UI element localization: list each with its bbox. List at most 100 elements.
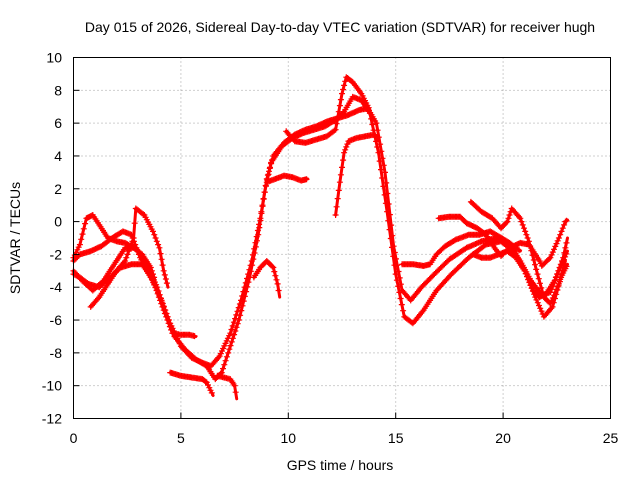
data-point <box>334 114 341 121</box>
x-tick-labels: 0 5 10 15 20 25 <box>70 412 619 446</box>
y-tick-labels: -12 -10 -8 -6 -4 -2 0 2 4 6 8 10 <box>42 50 80 427</box>
data-point <box>222 357 229 364</box>
data-point <box>235 317 242 323</box>
x-tick-label: 25 <box>603 430 619 446</box>
data-point <box>255 231 262 238</box>
data-point <box>373 134 380 141</box>
data-point <box>227 342 234 349</box>
data-point <box>375 149 382 156</box>
data-point <box>154 290 161 297</box>
data-point <box>521 267 528 274</box>
data-point <box>232 389 239 396</box>
data-point <box>552 243 559 250</box>
data-point <box>555 280 562 287</box>
data-point <box>245 279 252 286</box>
data-point <box>231 331 238 338</box>
data-point <box>275 287 282 294</box>
data-point <box>335 108 342 115</box>
data-point <box>557 231 564 238</box>
data-point <box>158 300 165 307</box>
data-point <box>82 220 89 227</box>
data-point <box>525 238 532 245</box>
data-point <box>148 267 155 274</box>
data-point <box>535 275 542 282</box>
data-point <box>342 78 349 85</box>
data-point <box>333 203 340 210</box>
data-point <box>339 90 345 97</box>
data-point <box>398 301 405 308</box>
series-track-l <box>399 228 523 269</box>
data-point <box>152 284 159 291</box>
data-point <box>560 254 567 261</box>
data-point <box>563 217 570 224</box>
data-point <box>344 141 351 148</box>
data-point <box>369 121 376 128</box>
data-point <box>551 246 557 253</box>
data-point <box>539 289 546 296</box>
data-point <box>128 241 135 248</box>
data-point <box>533 296 540 303</box>
data-point <box>243 288 250 295</box>
series-track-i <box>263 172 310 186</box>
data-point <box>526 279 533 286</box>
data-point <box>339 109 346 116</box>
data-point <box>373 120 380 127</box>
data-point <box>548 297 555 304</box>
data-point <box>230 319 237 326</box>
data-point <box>150 228 156 235</box>
data-point <box>518 218 525 225</box>
data-point <box>260 196 267 203</box>
data-point <box>163 313 170 320</box>
data-point <box>525 276 532 283</box>
x-axis-label: GPS time / hours <box>287 457 394 473</box>
data-point <box>227 330 234 337</box>
data-point <box>534 299 541 306</box>
data-point <box>272 272 279 279</box>
data-point <box>505 215 512 222</box>
data-point <box>234 320 241 327</box>
data-point <box>333 120 340 127</box>
data-point <box>551 277 558 284</box>
grid-lines <box>73 57 611 419</box>
data-point <box>269 263 276 270</box>
data-point <box>391 262 398 269</box>
data-point <box>158 256 165 263</box>
series-track-h <box>250 258 282 299</box>
data-point <box>151 274 158 281</box>
data-point <box>266 165 273 172</box>
data-point <box>270 264 277 271</box>
data-point <box>124 251 131 258</box>
data-point <box>238 307 245 314</box>
y-tick-label: -2 <box>50 246 63 262</box>
data-point <box>159 303 166 310</box>
data-point <box>231 382 238 389</box>
data-point <box>551 292 557 299</box>
data-point <box>552 274 559 281</box>
data-point <box>522 270 529 277</box>
data-point <box>265 171 272 178</box>
data-point <box>530 257 537 263</box>
y-tick-label: -8 <box>50 345 63 361</box>
data-point <box>122 258 129 264</box>
data-point <box>335 187 342 194</box>
data-point <box>152 235 159 241</box>
data-point <box>225 349 232 356</box>
data-point <box>127 244 133 251</box>
y-tick-label: -6 <box>50 312 63 328</box>
data-point <box>381 191 388 198</box>
data-point <box>506 212 513 218</box>
data-point <box>159 262 166 269</box>
data-point <box>384 208 391 215</box>
data-point <box>562 218 569 225</box>
data-point <box>396 289 403 296</box>
data-point <box>263 183 269 190</box>
series-track-e <box>87 205 170 310</box>
data-point <box>562 244 569 251</box>
data-point <box>161 271 168 278</box>
data-point <box>342 146 349 153</box>
data-point <box>528 247 535 254</box>
data-point <box>392 271 399 278</box>
data-point <box>553 240 560 247</box>
data-point <box>166 323 173 330</box>
data-point <box>557 261 564 268</box>
